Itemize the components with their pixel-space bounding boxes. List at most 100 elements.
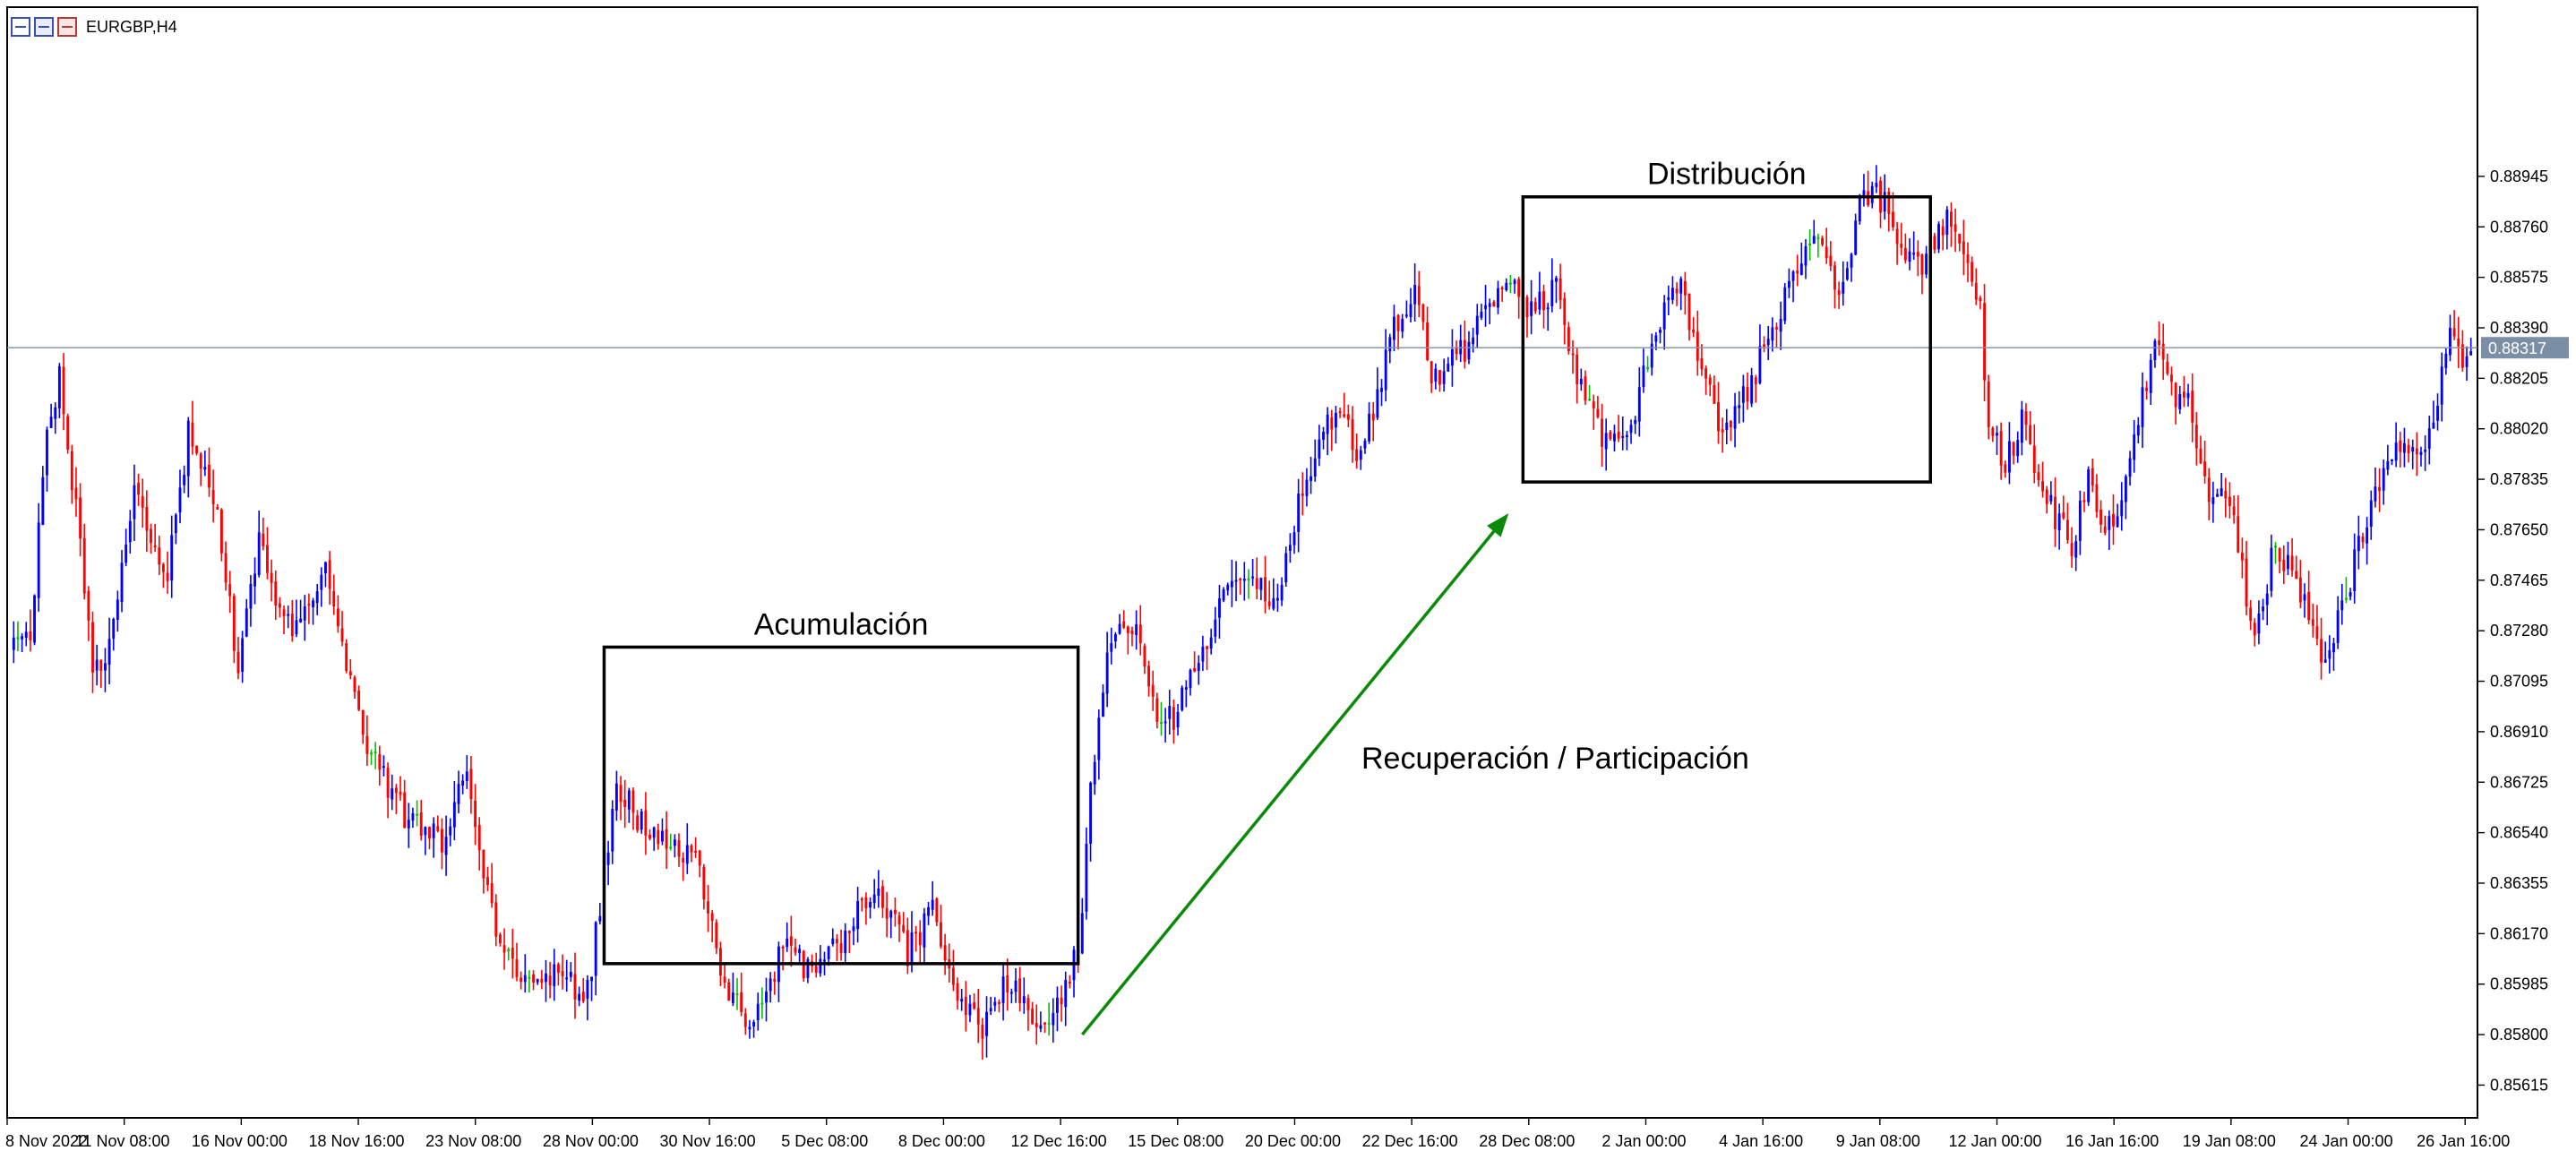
candle-body <box>1068 982 1071 984</box>
candle-body <box>1193 667 1197 672</box>
candle-body <box>989 1008 992 1012</box>
candle-body <box>1525 296 1529 318</box>
candle-body <box>2128 458 2132 477</box>
candle-body <box>1870 185 1874 203</box>
candle-body <box>2415 448 2418 455</box>
candle-body <box>411 812 415 820</box>
accumulation-box[interactable] <box>602 645 1080 966</box>
candle-body <box>336 608 339 627</box>
candle-body <box>2286 554 2289 570</box>
candle-body <box>436 826 440 831</box>
candle-body <box>465 771 468 782</box>
candle-body <box>2270 547 2273 591</box>
candle-body <box>2340 600 2344 611</box>
candle-body <box>2211 497 2215 504</box>
candle-body <box>923 913 926 948</box>
candle-body <box>2020 409 2023 443</box>
candle-body <box>386 768 390 798</box>
candle-body <box>956 983 959 1001</box>
candle-body <box>2460 344 2464 368</box>
candle-body <box>133 485 136 520</box>
price-tick-label: 0.88575 <box>2490 269 2548 287</box>
candle-body <box>1558 278 1562 301</box>
candle-body <box>548 975 552 986</box>
tile-window-icon[interactable] <box>34 17 54 37</box>
chart-window-icon[interactable] <box>11 17 30 37</box>
candle-body <box>444 837 448 855</box>
price-tick-label: 0.85800 <box>2490 1026 2548 1043</box>
candle-body <box>723 976 726 983</box>
candle-body <box>299 618 303 623</box>
candle-body <box>266 545 269 573</box>
candle-body <box>208 464 210 488</box>
candle-body <box>1371 413 1375 421</box>
candle-body <box>2249 607 2253 622</box>
annotations-layer: Acumulación Distribución Recuperación / Pa… <box>602 158 1932 1036</box>
candle-body <box>1455 347 1458 355</box>
candle-body <box>2120 500 2124 517</box>
candle-body <box>428 827 431 839</box>
chart-window-icons[interactable] <box>11 17 77 37</box>
candle-body <box>2424 449 2427 452</box>
price-tick-label: 0.88205 <box>2490 369 2548 387</box>
candle-body <box>2307 591 2311 621</box>
candle-body <box>1837 290 1841 296</box>
candle-body <box>648 834 651 839</box>
candle-body <box>1654 335 1658 342</box>
recovery-arrow[interactable] <box>1080 515 1508 1036</box>
candle-body <box>2436 406 2439 421</box>
candle-body <box>760 1002 764 1005</box>
candle-body <box>735 993 739 996</box>
candle-body <box>2265 593 2269 605</box>
candle-body <box>312 600 314 608</box>
candle-body <box>1500 287 1504 289</box>
candle-body <box>1783 287 1787 322</box>
candle-body <box>1530 301 1533 316</box>
chart-type-icon[interactable] <box>57 17 77 37</box>
candle-body <box>1413 285 1417 305</box>
candle-body <box>2257 613 2261 634</box>
candle-body <box>1692 329 1696 333</box>
candle-body <box>145 506 149 531</box>
price-tick-label: 0.86910 <box>2490 723 2548 741</box>
candle-body <box>245 608 248 637</box>
candle-body <box>1825 246 1828 259</box>
candle-body <box>2103 526 2107 533</box>
candle-body <box>1650 343 1653 368</box>
candle-body <box>1447 364 1450 372</box>
candle-body <box>2407 444 2410 454</box>
candle-body <box>2024 411 2028 425</box>
price-axis[interactable]: 0.88945 0.88760 0.88575 0.88390 0.88205 0.880… <box>2477 167 2569 1095</box>
candle-body <box>864 897 868 909</box>
candle-body <box>2262 606 2265 612</box>
candle-body <box>241 638 245 673</box>
candle-body <box>232 596 236 651</box>
candle-body <box>2311 619 2314 626</box>
candle-body <box>1497 288 1499 308</box>
candle-body <box>257 532 261 576</box>
candle-body <box>1738 405 1741 408</box>
distribution-box[interactable] <box>1521 194 1932 484</box>
candle-body <box>940 922 942 947</box>
candle-body <box>21 636 24 640</box>
candle-body <box>353 677 356 692</box>
candle-body <box>2057 513 2061 530</box>
candle-body <box>1850 253 1853 268</box>
candle-body <box>1887 191 1891 214</box>
candle-body <box>41 477 45 526</box>
candle-body <box>49 417 53 428</box>
candle-body <box>598 915 602 922</box>
candle-body <box>694 850 698 853</box>
candle-body <box>82 537 86 594</box>
candle-body <box>399 791 402 795</box>
candle-body <box>877 888 880 897</box>
candle-body <box>569 972 572 977</box>
candle-body <box>677 840 681 857</box>
candle-body <box>1322 432 1325 440</box>
candle-body <box>498 934 502 944</box>
candle-body <box>860 898 863 901</box>
candle-body <box>561 971 564 976</box>
price-tick-label: 0.86725 <box>2490 773 2548 791</box>
